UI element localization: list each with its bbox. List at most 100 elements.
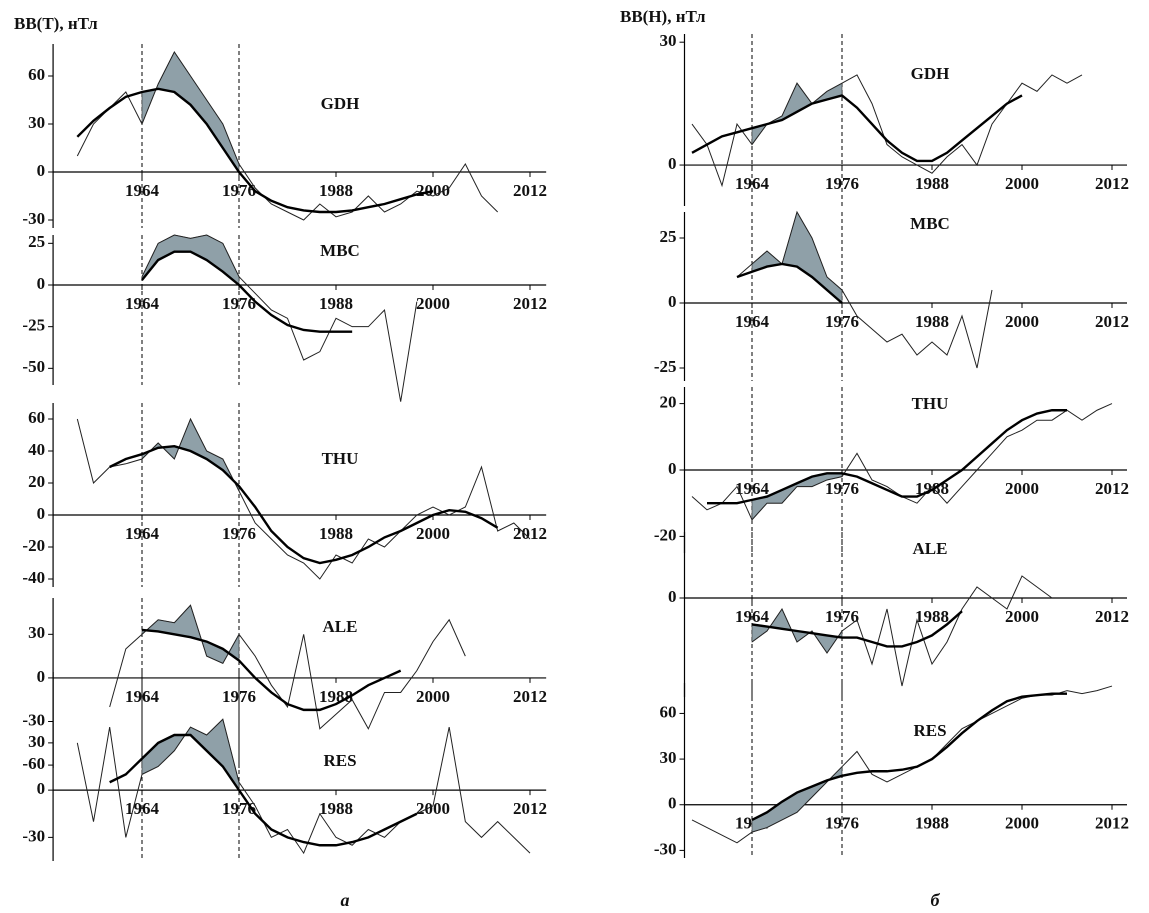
x-tick-label: 2000 (416, 181, 450, 200)
chart-title: GDH (321, 94, 360, 113)
chart-title: MBC (320, 241, 360, 260)
chart-title: RES (323, 751, 356, 770)
x-tick-label: 2000 (1005, 479, 1039, 498)
anomaly-shading (141, 604, 240, 664)
x-tick-label: 1988 (319, 181, 353, 200)
trend-line (109, 444, 499, 565)
trend-line (141, 250, 353, 333)
x-tick-label: 2012 (1095, 607, 1129, 626)
x-tick-label: 2000 (1005, 814, 1039, 833)
y-tick-label: -30 (22, 209, 45, 228)
y-tick-label: -25 (22, 316, 45, 335)
y-tick-label: 0 (668, 292, 677, 311)
x-tick-label: 2012 (1095, 814, 1129, 833)
x-tick-label: 1976 (222, 181, 256, 200)
x-tick-label: 2000 (416, 294, 450, 313)
x-tick-label: 2000 (416, 687, 450, 706)
y-tick-label: 25 (660, 227, 677, 246)
y-tick-label: 0 (668, 587, 677, 606)
trend-line (109, 733, 418, 847)
x-tick-label: 1988 (319, 524, 353, 543)
anomaly-shading (751, 82, 843, 146)
chart-title: ALE (323, 617, 358, 636)
y-tick-label: 60 (660, 702, 677, 721)
y-tick-label: -50 (22, 357, 45, 376)
trend-line (751, 610, 963, 648)
trend-line (707, 409, 1067, 505)
chart-title: THU (322, 449, 359, 468)
chart-title: GDH (911, 64, 950, 83)
y-axis-label: BB(H), нТл (620, 7, 706, 26)
x-tick-label: 2000 (416, 524, 450, 543)
y-tick-label: 30 (28, 623, 45, 642)
y-tick-label: 0 (37, 274, 46, 293)
panel-caption: б (931, 890, 941, 910)
x-tick-label: 1976 (222, 524, 256, 543)
y-tick-label: 25 (28, 232, 45, 251)
data-line (76, 417, 531, 580)
trend-line (76, 87, 434, 214)
x-tick-label: 1964 (735, 312, 770, 331)
x-tick-label: 1988 (915, 174, 949, 193)
x-tick-label: 2012 (513, 799, 547, 818)
x-tick-label: 2012 (1095, 479, 1129, 498)
y-tick-label: 60 (28, 65, 45, 84)
y-tick-label: -20 (22, 536, 45, 555)
x-tick-label: 2000 (416, 799, 450, 818)
y-tick-label: 0 (37, 667, 46, 686)
x-tick-label: 1988 (319, 799, 353, 818)
y-tick-label: -60 (22, 754, 45, 773)
trend-line (751, 692, 1067, 822)
y-tick-label: -30 (654, 839, 677, 858)
chart-title: MBC (910, 214, 950, 233)
data-line (76, 718, 531, 855)
y-tick-label: 40 (28, 440, 45, 459)
x-tick-label: 1976 (222, 294, 256, 313)
x-tick-label: 2012 (513, 524, 547, 543)
y-tick-label: 0 (668, 794, 677, 813)
x-tick-label: 1964 (125, 181, 160, 200)
trend-line (141, 628, 402, 712)
chart-title: THU (912, 394, 949, 413)
y-tick-label: 30 (660, 748, 677, 767)
x-tick-label: 2012 (513, 687, 547, 706)
y-tick-label: -30 (22, 826, 45, 845)
x-tick-label: 1988 (915, 814, 949, 833)
x-tick-label: 2000 (1005, 174, 1039, 193)
data-line (141, 234, 418, 402)
chart-title: RES (913, 721, 946, 740)
y-axis-label: BB(T), нТл (14, 14, 98, 33)
data-line (736, 210, 993, 369)
y-tick-label: 60 (28, 408, 45, 427)
anomaly-shading (141, 418, 240, 492)
x-tick-label: 2012 (1095, 312, 1129, 331)
panel-caption: а (341, 890, 350, 910)
y-tick-label: 0 (37, 779, 46, 798)
x-tick-label: 2012 (513, 294, 547, 313)
y-tick-label: 0 (668, 154, 677, 173)
data-line (751, 575, 1053, 687)
data-line (109, 604, 466, 730)
y-tick-label: 20 (660, 393, 677, 412)
y-tick-label: 0 (37, 504, 46, 523)
x-tick-label: 2000 (1005, 312, 1039, 331)
y-tick-label: 30 (28, 732, 45, 751)
x-tick-label: 1976 (825, 312, 859, 331)
x-tick-label: 2012 (1095, 174, 1129, 193)
trend-line (736, 262, 843, 304)
y-tick-label: 30 (660, 31, 677, 50)
anomaly-shading (141, 718, 240, 792)
chart-title: ALE (913, 539, 948, 558)
y-tick-label: -20 (654, 525, 677, 544)
x-tick-label: 1964 (125, 294, 160, 313)
x-tick-label: 1964 (125, 524, 160, 543)
anomaly-shading (141, 51, 240, 173)
y-tick-label: 30 (28, 113, 45, 132)
trend-line (691, 94, 1023, 163)
y-tick-label: 0 (668, 459, 677, 478)
x-tick-label: 1988 (915, 607, 949, 626)
y-tick-label: 20 (28, 472, 45, 491)
x-tick-label: 2012 (513, 181, 547, 200)
anomaly-shading (751, 211, 843, 304)
